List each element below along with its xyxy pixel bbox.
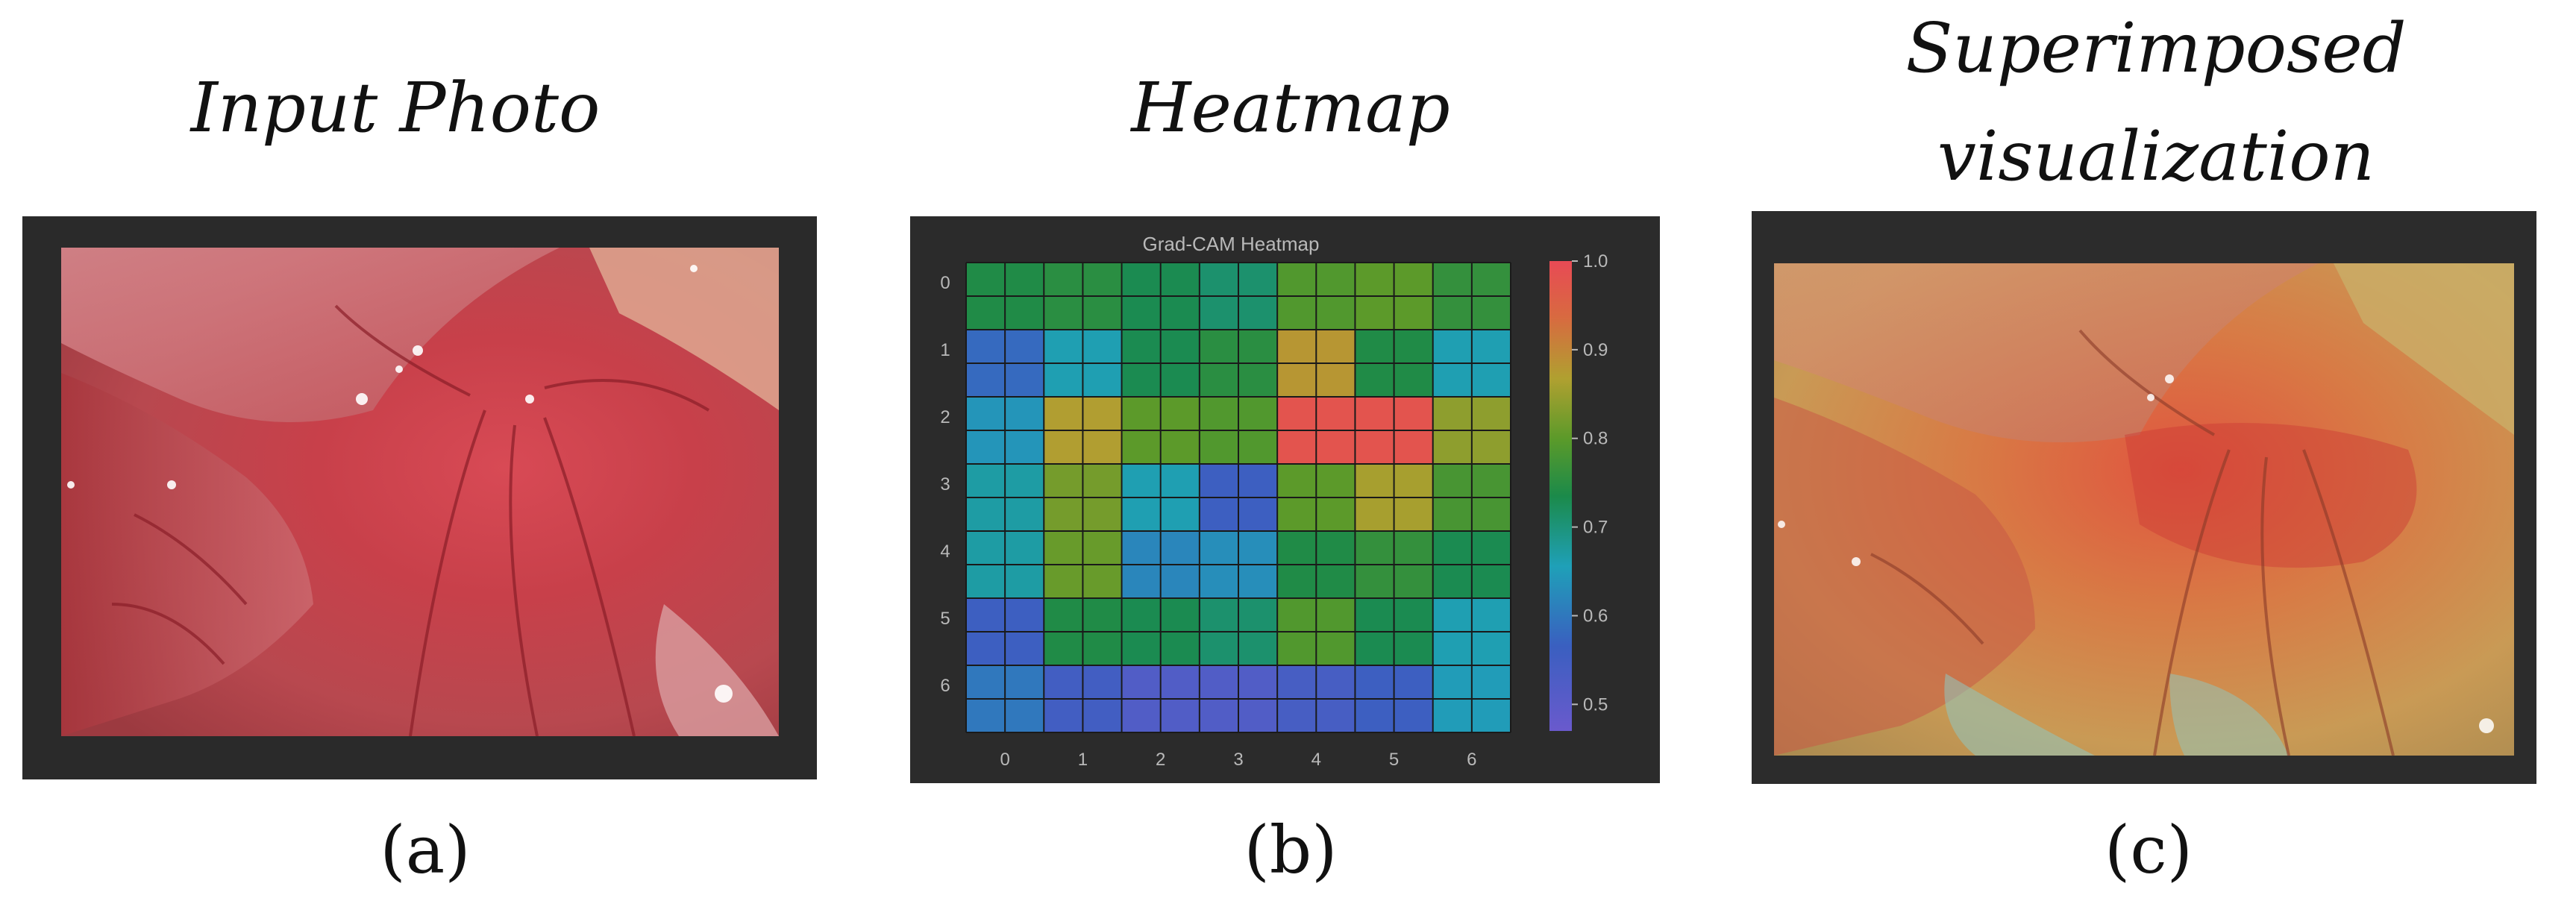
colorbar-tick-label: 1.0 (1583, 251, 1608, 271)
x-tick-label-3: 3 (1233, 750, 1243, 770)
y-tick-label-5: 5 (940, 609, 950, 629)
x-tick-label-2: 2 (1156, 750, 1165, 770)
x-tick-label-4: 4 (1311, 750, 1321, 770)
heatmap-y-ticks: 0 1 2 3 4 5 6 (940, 273, 950, 696)
heatmap-x-ticks: 0 1 2 3 4 5 6 (1000, 750, 1476, 770)
colorbar-tick-label: 0.8 (1583, 429, 1608, 449)
panel-c-caption: (c) (2105, 812, 2193, 888)
panel-a-caption: (a) (380, 812, 471, 888)
heatmap-grid (965, 262, 1511, 733)
x-tick-label-1: 1 (1078, 750, 1088, 770)
panel-b-title: Heatmap (1131, 68, 1450, 148)
colorbar-tick-label: 0.9 (1583, 340, 1608, 360)
input-photo (22, 216, 817, 779)
panel-b-caption: (b) (1244, 812, 1338, 888)
heatmap-chart: Grad-CAM Heatmap 0 1 2 3 4 5 6 0 1 2 3 4 5 6 1.0 0.9 0… (910, 216, 1660, 783)
y-tick-label-3: 3 (940, 474, 950, 495)
y-tick-label-2: 2 (940, 407, 950, 427)
panel-c-title-line2: visualization (1937, 116, 2375, 196)
colorbar-tick-label: 0.7 (1583, 518, 1608, 538)
colorbar (1549, 261, 1572, 731)
colorbar-ticks: 1.0 0.9 0.8 0.7 0.6 0.5 (1572, 251, 1608, 715)
heatmap-title: Grad-CAM Heatmap (1143, 233, 1320, 255)
y-tick-label-1: 1 (940, 340, 950, 360)
x-tick-label-0: 0 (1000, 750, 1009, 770)
x-tick-label-5: 5 (1389, 750, 1399, 770)
colorbar-tick-label: 0.5 (1583, 694, 1608, 715)
x-tick-label-6: 6 (1467, 750, 1476, 770)
panel-c-title-line1: Superimposed (1905, 8, 2407, 88)
y-tick-label-6: 6 (940, 676, 950, 696)
colorbar-tick-label: 0.6 (1583, 606, 1608, 626)
superimposed-visualization (1752, 211, 2536, 784)
y-tick-label-4: 4 (940, 542, 950, 562)
y-tick-label-0: 0 (940, 273, 950, 293)
panel-a-title: Input Photo (190, 68, 601, 148)
